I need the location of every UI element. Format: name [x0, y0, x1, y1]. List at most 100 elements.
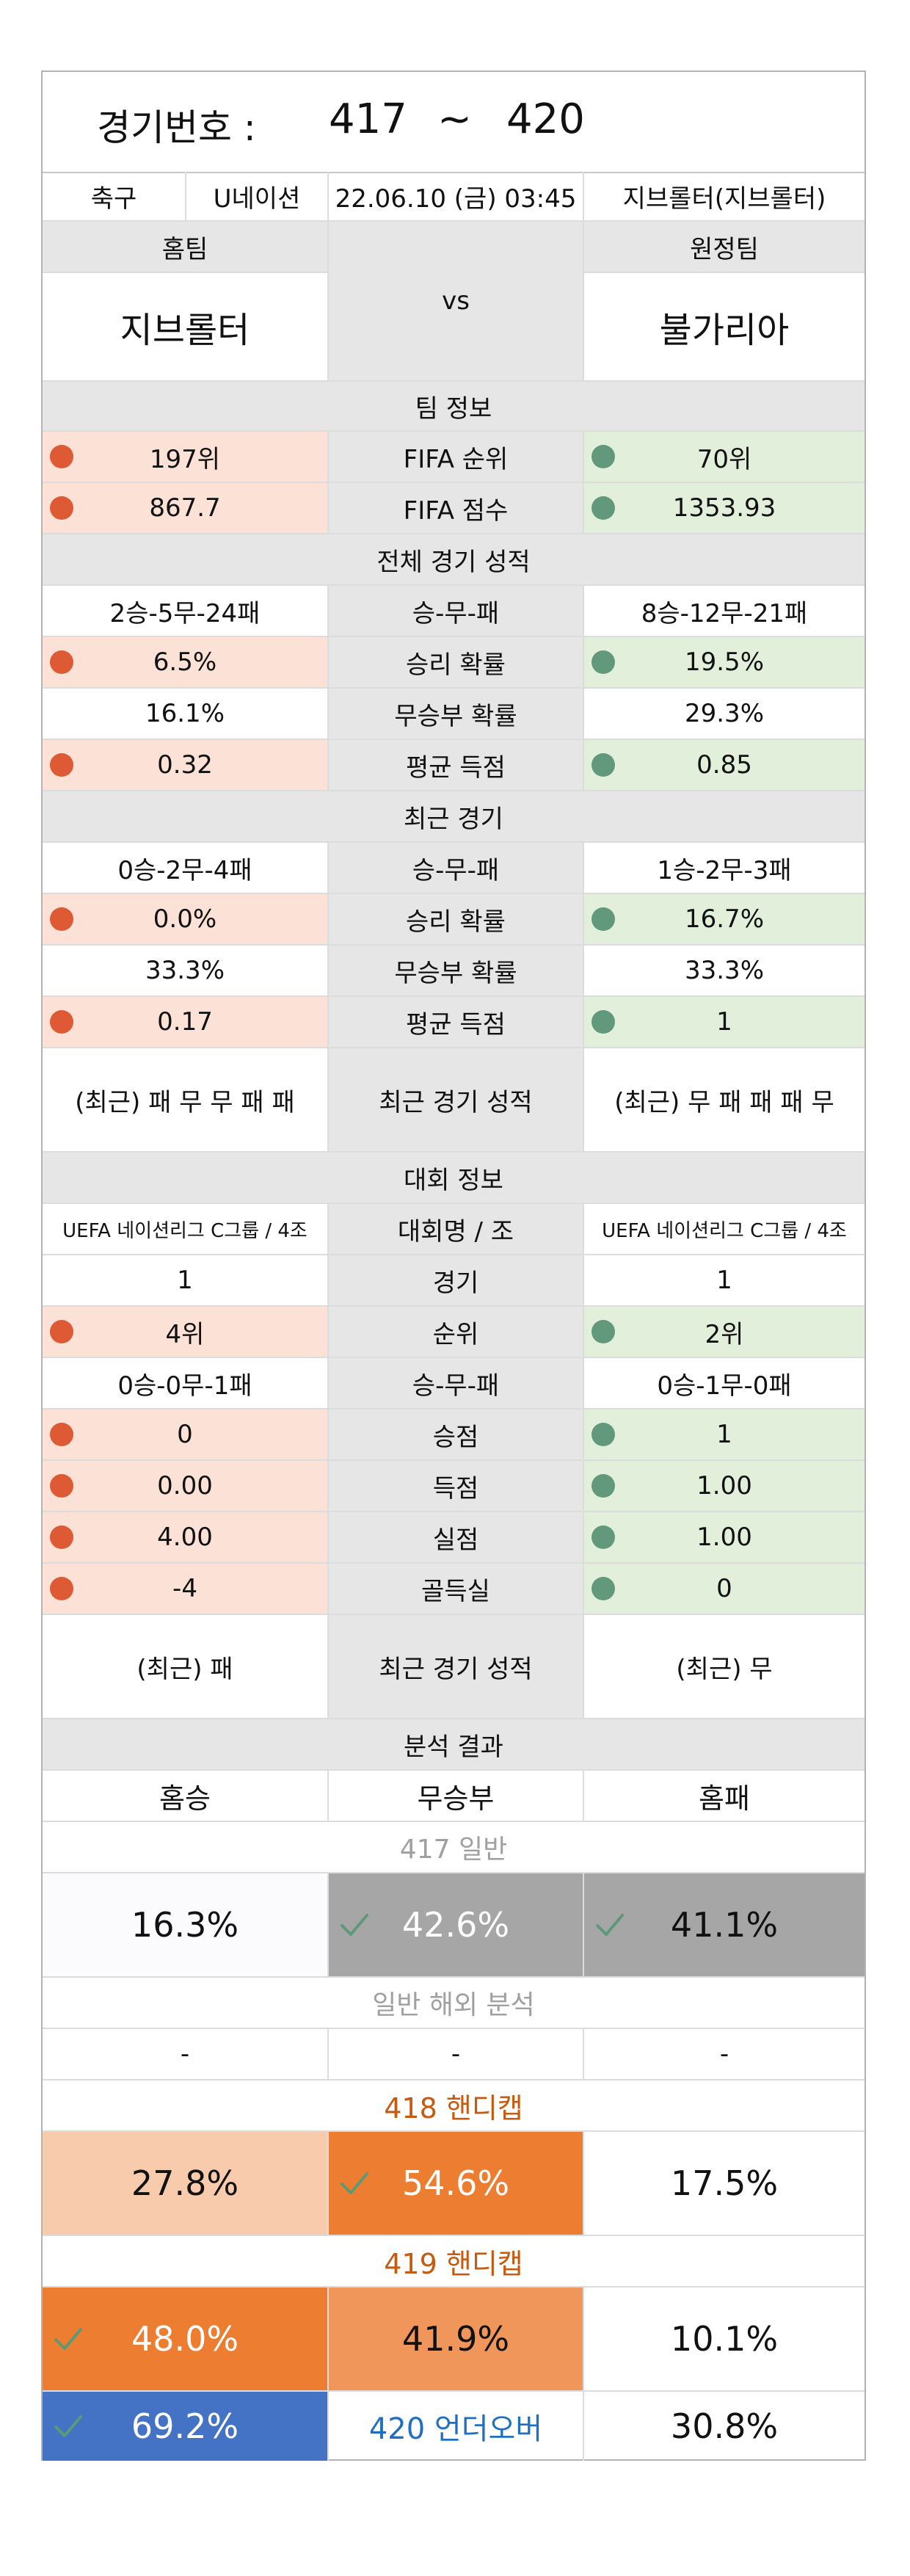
red-dot-icon	[50, 1010, 73, 1034]
away-value: 1	[716, 1266, 732, 1295]
g419-draw: 41.9%	[329, 2287, 584, 2390]
away-league: UEFA 네이션리그 C그룹 / 4조	[602, 1219, 847, 1242]
overseas-draw: -	[329, 2029, 584, 2079]
red-dot-icon	[50, 907, 73, 931]
stat-label: 경기	[329, 1255, 584, 1305]
home-value: 4위	[43, 1307, 329, 1357]
away-value: 16.7%	[584, 894, 864, 944]
stat-row: 0승-2무-4패 승-무-패 1승-2무-3패	[43, 843, 864, 894]
away-team-label: 원정팀	[584, 222, 864, 273]
home-recent-form: (최근) 패	[43, 1615, 329, 1718]
sport-cell: 축구	[43, 172, 186, 220]
home-recent-form: (최근) 패 무 무 패 패	[43, 1048, 329, 1151]
home-value: 0.17	[43, 997, 329, 1047]
team-label-row: 홈팀 vs 원정팀	[43, 222, 864, 382]
overseas-title: 일반 해외 분석	[372, 1990, 535, 2020]
stat-label: 승리 확률	[329, 637, 584, 687]
green-dot-icon	[592, 650, 615, 674]
green-dot-icon	[592, 1320, 615, 1343]
home-value: -4	[43, 1564, 329, 1614]
section-team-info: 팀 정보	[43, 382, 864, 432]
home-value: 1	[43, 1255, 329, 1305]
away-value: 0	[584, 1564, 864, 1614]
col-home-win: 홈승	[43, 1771, 329, 1821]
game-420-row: 69.2% 420 언더오버 30.8%	[43, 2392, 864, 2461]
match-number-label: 경기번호 :	[97, 106, 256, 149]
home-value: 0.0%	[43, 894, 329, 944]
stat-label: 골득실	[329, 1564, 584, 1614]
recent-form-row: (최근) 패 무 무 패 패 최근 경기 성적 (최근) 무 패 패 패 무	[43, 1048, 864, 1153]
stat-label: 승-무-패	[329, 843, 584, 893]
stat-row: 0.32 평균 득점 0.85	[43, 740, 864, 791]
venue-cell: 지브롤터(지브롤터)	[622, 184, 826, 214]
home-value: 0.32	[43, 740, 329, 790]
game-417-row: 16.3% 42.6% 41.1%	[43, 1873, 864, 1978]
away-value: 33.3%	[684, 956, 764, 985]
stat-row: 0.00 득점 1.00	[43, 1461, 864, 1512]
overseas-row: - - -	[43, 2029, 864, 2080]
stat-label: 평균 득점	[329, 997, 584, 1047]
stat-label: 최근 경기 성적	[329, 1615, 584, 1718]
overseas-home-loss: -	[719, 2039, 729, 2069]
green-dot-icon	[592, 496, 615, 520]
g419-home-win: 48.0%	[43, 2287, 329, 2390]
g418-home-loss: 17.5%	[670, 2163, 779, 2203]
g420-label: 420 언더오버	[329, 2392, 584, 2461]
stat-row: 0승-0무-1패 승-무-패 0승-1무-0패	[43, 1358, 864, 1409]
match-card: 경기번호 : 417 ~ 420 축구 U네이션 22.06.10 (금) 03…	[41, 70, 866, 2461]
g420-under: 69.2%	[43, 2392, 329, 2461]
game-418-row: 27.8% 54.6% 17.5%	[43, 2132, 864, 2236]
green-dot-icon	[592, 907, 615, 931]
green-dot-icon	[592, 1474, 615, 1498]
green-dot-icon	[592, 753, 615, 777]
away-value: 1.00	[584, 1461, 864, 1511]
col-draw: 무승부	[329, 1771, 584, 1821]
stat-label: 득점	[329, 1461, 584, 1511]
away-team-name: 불가리아	[659, 310, 790, 351]
stat-label: FIFA 점수	[329, 483, 584, 533]
home-team-label: 홈팀	[43, 222, 329, 273]
g418-home-win: 27.8%	[43, 2132, 329, 2235]
stat-row: 197위 FIFA 순위 70위	[43, 432, 864, 483]
match-number-tilde: ~	[437, 95, 472, 143]
home-league: UEFA 네이션리그 C그룹 / 4조	[43, 1204, 329, 1254]
home-value: 0승-0무-1패	[43, 1358, 329, 1408]
league-cell: U네이션	[186, 172, 329, 220]
red-dot-icon	[50, 753, 73, 777]
stat-label: 승-무-패	[329, 586, 584, 636]
g418-draw: 54.6%	[329, 2132, 584, 2235]
home-team-name: 지브롤터	[43, 273, 329, 380]
green-dot-icon	[592, 1577, 615, 1600]
check-icon	[54, 2415, 82, 2437]
green-dot-icon	[592, 1525, 615, 1549]
away-value: 29.3%	[684, 699, 764, 728]
stat-row: 1 경기 1	[43, 1255, 864, 1307]
game-418-title-row: 418 핸디캡	[43, 2080, 864, 2132]
home-value: 16.1%	[43, 689, 329, 739]
check-icon	[341, 2172, 368, 2194]
green-dot-icon	[592, 1010, 615, 1034]
g420-over: 30.8%	[670, 2406, 779, 2446]
home-value: 2승-5무-24패	[43, 586, 329, 636]
stat-row: 0 승점 1	[43, 1409, 864, 1461]
home-value: 0.00	[43, 1461, 329, 1511]
away-value: 0.85	[584, 740, 864, 790]
check-icon	[341, 1914, 368, 1936]
g417-home-win: 16.3%	[43, 1873, 329, 1976]
away-value: 8승-12무-21패	[641, 598, 808, 628]
stat-label: 무승부 확률	[329, 689, 584, 739]
stat-label: 대회명 / 조	[329, 1204, 584, 1254]
away-value: 1	[584, 997, 864, 1047]
section-title: 대회 정보	[404, 1165, 503, 1195]
red-dot-icon	[50, 496, 73, 520]
g417-home-loss: 41.1%	[584, 1873, 864, 1976]
away-value: 1	[584, 1409, 864, 1459]
check-icon	[596, 1914, 624, 1936]
game-417-title-row: 417 일반	[43, 1822, 864, 1873]
away-value: 1.00	[584, 1512, 864, 1562]
away-value: 70위	[584, 432, 864, 482]
section-overall: 전체 경기 성적	[43, 534, 864, 586]
game-418-title: 418 핸디캡	[384, 2091, 523, 2125]
stat-row: 33.3% 무승부 확률 33.3%	[43, 946, 864, 997]
match-info-row: 축구 U네이션 22.06.10 (금) 03:45 지브롤터(지브롤터)	[43, 172, 864, 222]
